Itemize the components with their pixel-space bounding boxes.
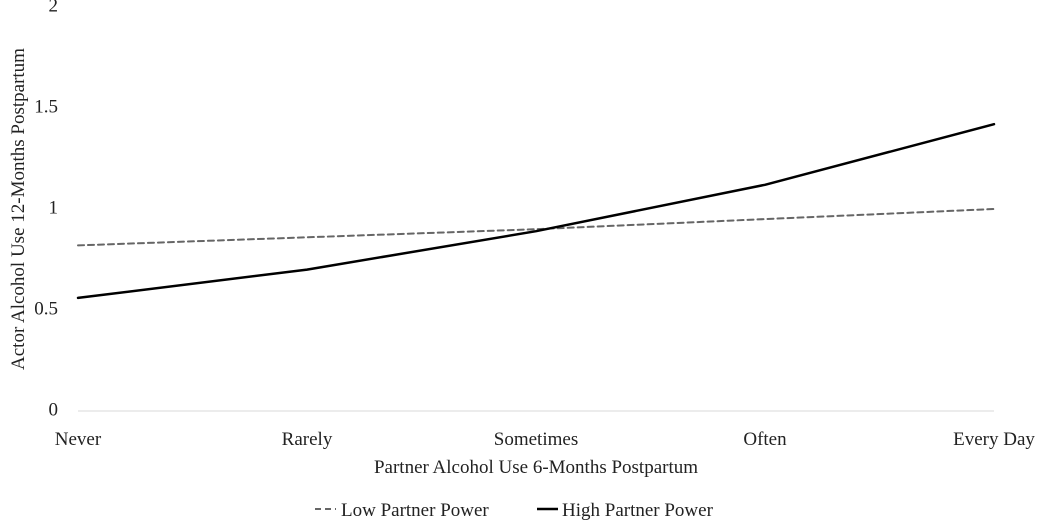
x-axis-title: Partner Alcohol Use 6-Months Postpartum	[374, 457, 698, 478]
y-axis-title: Actor Alcohol Use 12-Months Postpartum	[8, 48, 29, 370]
y-tick-label: 2	[49, 0, 59, 16]
x-tick-label: Rarely	[282, 429, 333, 450]
legend-label: Low Partner Power	[341, 500, 489, 521]
legend: Low Partner Power High Partner Power	[315, 500, 714, 521]
x-tick-label: Never	[55, 429, 102, 450]
x-tick-label: Often	[743, 429, 787, 450]
y-tick-label: 0.5	[34, 298, 58, 319]
legend-label: High Partner Power	[562, 500, 714, 521]
x-tick-label: Sometimes	[494, 429, 578, 450]
series-line-high-partner-power	[76, 122, 996, 300]
y-tick-label: 0	[49, 399, 59, 420]
series-line-low-partner-power	[77, 208, 995, 247]
y-tick-label: 1	[49, 197, 59, 218]
y-tick-label: 1.5	[34, 96, 58, 117]
x-tick-label: Every Day	[953, 429, 1035, 450]
series-lines	[76, 122, 996, 300]
x-axis-ticks: Never Rarely Sometimes Often Every Day	[55, 429, 1036, 450]
y-axis-ticks: 0 0.5 1 1.5 2	[34, 0, 58, 420]
